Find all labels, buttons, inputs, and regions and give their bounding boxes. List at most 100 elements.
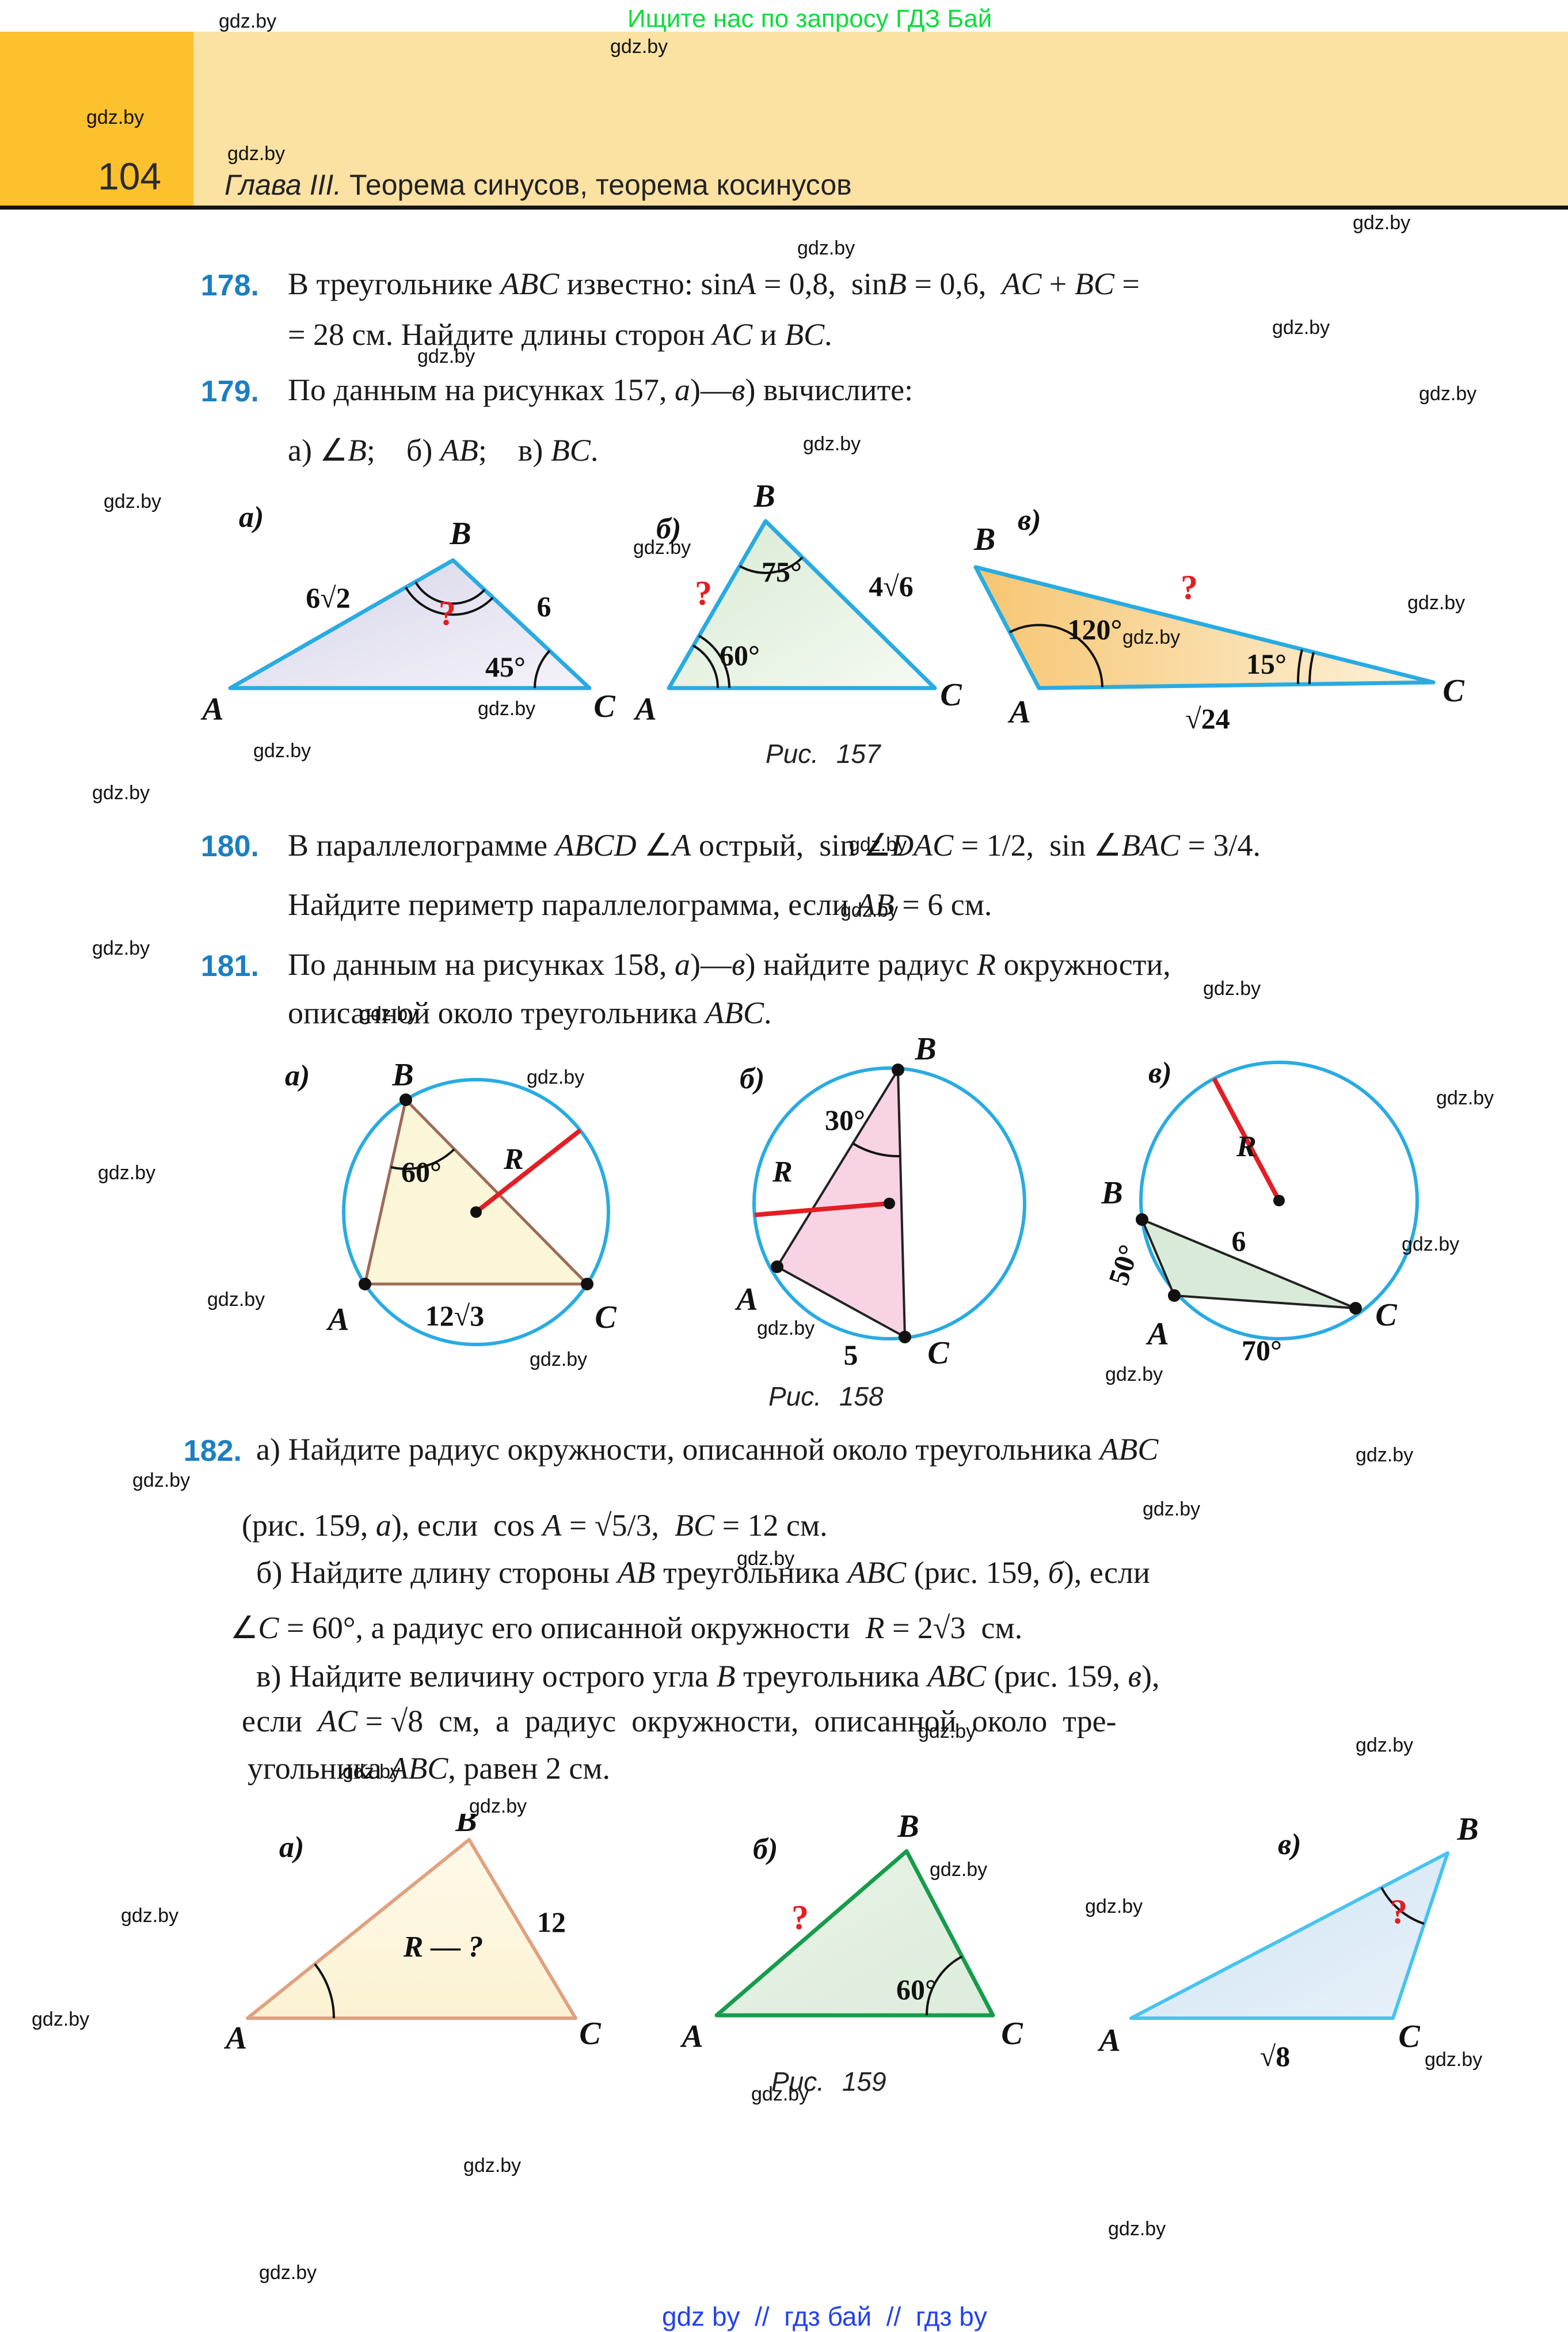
vertex-a-label: A bbox=[200, 692, 223, 727]
footer-link-text[interactable]: gdz by // гдз бай // гдз by bbox=[662, 2301, 987, 2331]
problem-181-line2: описанной около треугольника ABC. bbox=[288, 996, 772, 1030]
side-bc-value: 4√6 bbox=[869, 570, 913, 602]
angle-b-value: 30° bbox=[825, 1104, 865, 1136]
unknown-radius: R — ? bbox=[403, 1931, 484, 1963]
problem-182-b-line1: б) Найдите длину стороны AB треугольника… bbox=[256, 1555, 1150, 1590]
vertex-c-dot bbox=[899, 1331, 911, 1343]
angle-a-value: 120° bbox=[1068, 613, 1122, 645]
chapter-prefix: Глава III. bbox=[224, 169, 342, 201]
gdz-watermark: gdz.by bbox=[132, 1469, 191, 1491]
radius-label: R bbox=[772, 1156, 793, 1188]
gdz-watermark: gdz.by bbox=[797, 237, 855, 259]
gdz-watermark: gdz.by bbox=[253, 740, 311, 762]
center-dot bbox=[884, 1198, 895, 1209]
problem-180-line1: В параллелограмме ABCD ∠A острый, sin ∠D… bbox=[288, 828, 1261, 863]
unknown-side-ab: ? bbox=[695, 574, 712, 612]
triangle-abc bbox=[776, 1069, 906, 1338]
vertex-b-label: B bbox=[914, 1031, 936, 1067]
gdz-watermark: gdz.by bbox=[1425, 2049, 1483, 2071]
gdz-watermark: gdz.by bbox=[757, 1317, 815, 1339]
angle-arc-b bbox=[852, 1142, 901, 1158]
gdz-watermark: gdz.by bbox=[1085, 1896, 1143, 1917]
angle-c-value: 60° bbox=[896, 1973, 937, 2006]
problem-182-v-line3: угольника ABC, равен 2 см. bbox=[248, 1751, 611, 1786]
gdz-watermark: gdz.by bbox=[1356, 1444, 1414, 1466]
gdz-watermark: gdz.by bbox=[1108, 2218, 1166, 2240]
radius-line bbox=[754, 1201, 890, 1217]
gdz-watermark: gdz.by bbox=[751, 2083, 809, 2105]
gdz-watermark: gdz.by bbox=[104, 491, 162, 512]
gdz-watermark: gdz.by bbox=[417, 345, 475, 367]
gdz-watermark: gdz.by bbox=[1122, 626, 1181, 648]
gdz-watermark: gdz.by bbox=[86, 107, 144, 128]
unknown-side-bc: ? bbox=[1181, 568, 1198, 606]
gdz-watermark: gdz.by bbox=[737, 1548, 795, 1570]
gdz-watermark: gdz.by bbox=[478, 698, 536, 720]
problem-180-line2: Найдите периметр параллелограмма, если A… bbox=[288, 887, 992, 922]
problem-181-line1: По данным на рисунках 158, а)—в) найдите… bbox=[288, 947, 1171, 982]
vertex-a-label: A bbox=[680, 2019, 703, 2054]
angle-arc-a-2 bbox=[698, 635, 730, 689]
angle-arc-c bbox=[925, 1955, 962, 2016]
gdz-watermark: gdz.by bbox=[98, 1162, 156, 1184]
vertex-c-label: C bbox=[579, 2016, 601, 2052]
gdz-watermark: gdz.by bbox=[207, 1289, 265, 1311]
promo-banner: Ищите нас по запросу ГДЗ Бай bbox=[627, 5, 992, 33]
gdz-watermark: gdz.by bbox=[633, 537, 691, 559]
gdz-watermark: gdz.by bbox=[610, 36, 668, 58]
vertex-c-label: C bbox=[1443, 673, 1464, 709]
vertex-a-dot bbox=[1168, 1289, 1181, 1302]
angle-a-value: 60° bbox=[720, 639, 760, 671]
gdz-watermark: gdz.by bbox=[92, 782, 150, 804]
problem-180-number: 180. bbox=[200, 830, 259, 863]
gdz-watermark: gdz.by bbox=[930, 1859, 988, 1881]
fig158-b: б) B A C 30° R 5 bbox=[734, 1031, 1026, 1371]
circumcircle bbox=[342, 1078, 610, 1346]
angle-arc-a bbox=[314, 1963, 336, 2019]
gdz-watermark: gdz.by bbox=[530, 1349, 588, 1370]
vertex-a-label: A bbox=[734, 1282, 758, 1317]
gdz-watermark: gdz.by bbox=[1203, 978, 1261, 1000]
problem-179-number: 179. bbox=[200, 375, 259, 408]
side-bc-value: 6 bbox=[537, 590, 551, 622]
problem-181-number: 181. bbox=[200, 949, 259, 983]
gdz-watermark: gdz.by bbox=[1407, 592, 1466, 614]
triangle-abc bbox=[1141, 1218, 1357, 1309]
gdz-watermark: gdz.by bbox=[1353, 212, 1411, 234]
vertex-c-dot bbox=[581, 1278, 593, 1290]
unknown-angle-b: ? bbox=[439, 594, 456, 632]
fig159-b: б) B A C 60° ? bbox=[680, 1814, 1023, 2054]
problem-182-number: 182. bbox=[183, 1434, 242, 1468]
chapter-title-text: Теорема синусов, теорема косинусов bbox=[341, 169, 852, 201]
vertex-a-label: A bbox=[1097, 2023, 1120, 2058]
gdz-watermark: gdz.by bbox=[1272, 317, 1330, 339]
gdz-watermark: gdz.by bbox=[918, 1720, 976, 1742]
center-dot bbox=[470, 1206, 482, 1218]
vertex-b-label: B bbox=[1456, 1814, 1478, 1847]
side-ab-value: 6√2 bbox=[306, 582, 350, 614]
angle-c-value: 45° bbox=[485, 651, 526, 683]
side-bc-value: 12 bbox=[537, 1906, 566, 1938]
triangle-abc bbox=[228, 558, 592, 690]
gdz-watermark: gdz.by bbox=[259, 2262, 317, 2284]
unknown-side-ab: ? bbox=[791, 1898, 809, 1936]
vertex-c-dot bbox=[1349, 1302, 1362, 1315]
triangle-abc bbox=[246, 1838, 577, 2020]
gdz-watermark: gdz.by bbox=[92, 937, 150, 959]
gdz-watermark: gdz.by bbox=[527, 1066, 585, 1088]
angle-b-value: 60° bbox=[401, 1156, 442, 1188]
gdz-watermark: gdz.by bbox=[840, 899, 899, 921]
radius-label: R bbox=[1236, 1130, 1257, 1163]
problem-178-line2: = 28 см. Найдите длины сторон AC и BC. bbox=[288, 317, 832, 352]
fig157-a: а) B A C 6√2 6 45° ? bbox=[200, 501, 615, 727]
vertex-a-dot bbox=[771, 1260, 783, 1273]
vertex-b-dot bbox=[892, 1064, 904, 1076]
gdz-watermark: gdz.by bbox=[219, 10, 277, 32]
side-ac-value: √8 bbox=[1260, 2040, 1290, 2072]
angle-arc-b bbox=[390, 1148, 455, 1170]
fig157-v: в) B A C 120° 15° √24 ? bbox=[973, 504, 1464, 735]
vertex-c-label: C bbox=[940, 677, 962, 713]
circumcircle bbox=[752, 1066, 1026, 1340]
gdz-watermark: gdz.by bbox=[1105, 1364, 1163, 1385]
